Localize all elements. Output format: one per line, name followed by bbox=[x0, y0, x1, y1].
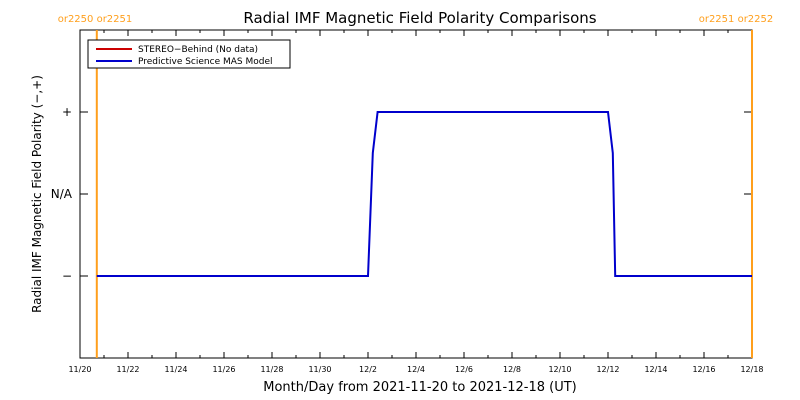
x-tick-label: 11/24 bbox=[164, 365, 187, 374]
x-tick-label: 11/20 bbox=[68, 365, 91, 374]
legend-box bbox=[87, 39, 291, 69]
vertical-markers bbox=[95, 30, 753, 358]
y-axis-label: Radial IMF Magnetic Field Polarity (−,+) bbox=[30, 75, 44, 313]
series-line-mas-model bbox=[96, 111, 752, 277]
marker-label-right: or2251 or2252 bbox=[699, 14, 774, 25]
y-axis-ticks: − N/A + bbox=[51, 105, 752, 283]
x-tick-label: 11/30 bbox=[308, 365, 331, 374]
legend-label-stereo-behind: STEREO−Behind (No data) bbox=[138, 45, 258, 55]
y-tick-label: N/A bbox=[51, 187, 73, 201]
x-axis-ticks: 11/20 11/22 11/24 11/26 11/28 11/30 12/2 12/4 12… bbox=[68, 30, 764, 374]
x-tick-label: 11/26 bbox=[212, 365, 235, 374]
x-tick-label: 12/4 bbox=[407, 365, 425, 374]
y-tick-label: + bbox=[62, 105, 72, 119]
plot-area-frame bbox=[79, 29, 753, 359]
x-tick-label: 12/14 bbox=[644, 365, 667, 374]
series-lines bbox=[96, 111, 752, 277]
x-tick-label: 12/16 bbox=[692, 365, 715, 374]
x-tick-label: 12/18 bbox=[740, 365, 763, 374]
legend-label-mas-model: Predictive Science MAS Model bbox=[138, 57, 273, 67]
x-tick-label: 12/6 bbox=[455, 365, 473, 374]
x-tick-label: 12/12 bbox=[596, 365, 619, 374]
marker-label-left: or2250 or2251 bbox=[58, 14, 133, 25]
legend: STEREO−Behind (No data) Predictive Scien… bbox=[87, 39, 291, 69]
x-tick-label: 12/10 bbox=[548, 365, 571, 374]
x-tick-label: 11/22 bbox=[116, 365, 139, 374]
x-axis-label: Month/Day from 2021-11-20 to 2021-12-18 … bbox=[263, 380, 576, 395]
x-tick-label: 12/8 bbox=[503, 365, 521, 374]
x-tick-label: 12/2 bbox=[359, 365, 377, 374]
chart-title: Radial IMF Magnetic Field Polarity Compa… bbox=[243, 9, 596, 27]
x-tick-label: 11/28 bbox=[260, 365, 283, 374]
y-tick-label: − bbox=[62, 269, 72, 283]
